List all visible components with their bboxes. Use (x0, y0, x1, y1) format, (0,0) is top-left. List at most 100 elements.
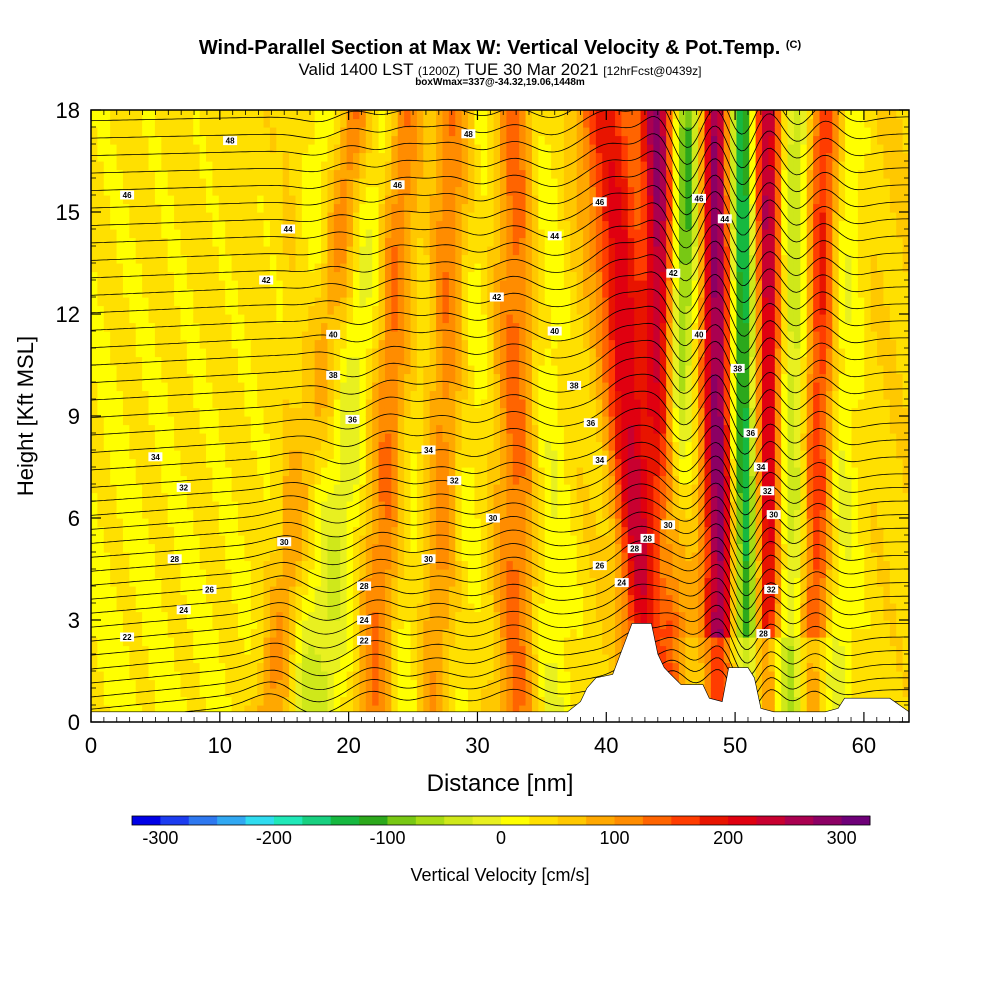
w-cell (333, 552, 341, 562)
w-cell (269, 450, 277, 460)
w-cell (122, 288, 130, 298)
w-cell (282, 603, 290, 613)
w-cell (353, 263, 361, 273)
w-cell (231, 620, 239, 630)
w-cell (225, 127, 233, 137)
w-cell (263, 127, 271, 137)
w-cell (289, 560, 297, 570)
w-cell (429, 237, 437, 247)
w-cell (167, 152, 175, 162)
w-cell (353, 127, 361, 137)
w-cell (237, 348, 245, 358)
w-cell (461, 705, 469, 715)
w-cell (436, 577, 444, 587)
w-cell (404, 280, 412, 290)
w-cell (301, 152, 309, 162)
w-cell (225, 560, 233, 570)
w-cell (263, 424, 271, 434)
w-cell (397, 458, 405, 468)
w-cell (110, 628, 118, 638)
w-cell (161, 280, 169, 290)
w-cell (391, 246, 399, 256)
w-cell (506, 492, 514, 502)
w-cell (314, 688, 322, 698)
w-cell (276, 696, 284, 706)
w-cell (289, 416, 297, 426)
w-cell (295, 212, 303, 222)
w-cell (122, 169, 130, 179)
w-cell (301, 186, 309, 196)
w-cell (308, 212, 316, 222)
w-cell (410, 424, 418, 434)
w-cell (500, 331, 507, 341)
w-cell (97, 382, 105, 392)
w-cell (110, 543, 118, 553)
w-cell (231, 475, 239, 485)
w-cell (397, 407, 405, 417)
w-cell (225, 288, 233, 298)
w-cell (448, 620, 456, 630)
w-cell (282, 671, 290, 681)
w-cell (525, 288, 533, 298)
w-cell (289, 458, 297, 468)
w-cell (244, 611, 252, 621)
w-cell (391, 509, 399, 519)
w-cell (212, 118, 220, 128)
w-cell (384, 118, 392, 128)
w-cell (321, 637, 329, 647)
w-cell (365, 424, 373, 434)
w-cell (404, 458, 412, 468)
w-cell (480, 560, 488, 570)
w-cell (487, 433, 495, 443)
w-cell (321, 186, 329, 196)
w-cell (365, 475, 373, 485)
w-cell (512, 331, 520, 341)
w-cell (321, 645, 329, 655)
w-cell (391, 492, 399, 502)
w-cell (129, 441, 137, 451)
w-cell (519, 492, 527, 502)
w-cell (333, 526, 341, 536)
w-cell (142, 552, 150, 562)
w-cell (154, 297, 162, 307)
w-cell (135, 450, 143, 460)
w-cell (384, 144, 392, 154)
w-cell (346, 263, 354, 273)
w-cell (493, 450, 501, 460)
w-cell (161, 203, 169, 213)
w-cell (416, 509, 424, 519)
w-cell (378, 373, 386, 383)
w-cell (468, 458, 476, 468)
w-cell (340, 450, 348, 460)
w-cell (276, 509, 284, 519)
w-cell (263, 662, 271, 672)
w-cell (506, 679, 514, 689)
w-cell (295, 475, 303, 485)
w-cell (531, 518, 539, 528)
w-cell (391, 297, 399, 307)
w-cell (161, 152, 169, 162)
w-cell (148, 186, 156, 196)
w-cell (321, 288, 329, 298)
w-cell (423, 594, 431, 604)
w-cell (135, 110, 143, 120)
w-cell (116, 280, 124, 290)
w-cell (276, 458, 284, 468)
w-cell (244, 203, 252, 213)
w-cell (167, 705, 175, 715)
w-cell (372, 229, 380, 239)
w-cell (512, 348, 520, 358)
w-cell (269, 382, 277, 392)
w-cell (321, 509, 329, 519)
w-cell (167, 110, 175, 120)
w-cell (416, 152, 424, 162)
w-cell (487, 467, 495, 477)
w-cell (193, 705, 201, 715)
w-cell (142, 399, 150, 409)
w-cell (269, 373, 277, 383)
w-cell (461, 263, 469, 273)
w-cell (269, 348, 277, 358)
w-cell (116, 220, 124, 230)
w-cell (474, 169, 482, 179)
w-cell (103, 450, 111, 460)
